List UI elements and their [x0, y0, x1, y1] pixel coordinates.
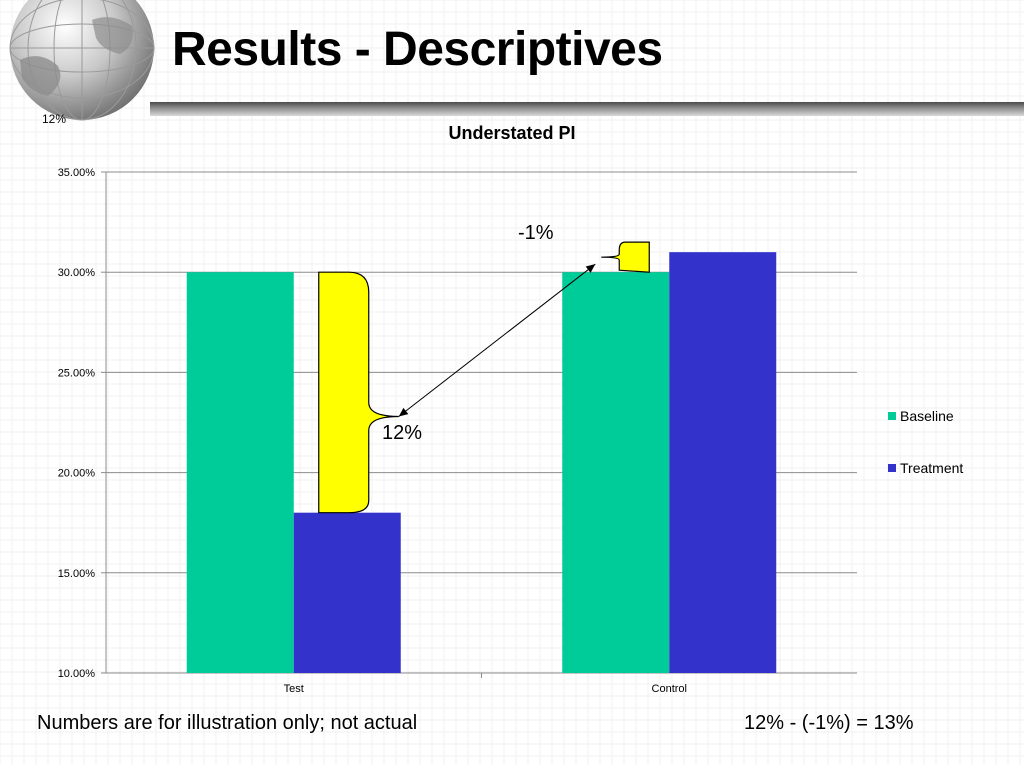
footer-formula: 12% - (-1%) = 13% — [744, 712, 914, 734]
x-tick-label: Test — [284, 683, 304, 695]
legend-item-baseline: Baseline — [888, 407, 963, 425]
y-tick-label: 15.00% — [58, 568, 96, 580]
arrowhead-start — [398, 407, 409, 417]
legend-item-treatment: Treatment — [888, 459, 963, 477]
bar-baseline-test — [186, 272, 294, 673]
arrowhead-end — [585, 264, 596, 273]
control-diff-label: -1% — [518, 222, 554, 244]
legend-swatch-baseline — [888, 412, 896, 420]
control-difference-brace — [601, 241, 650, 273]
y-tick-label: 25.00% — [58, 367, 96, 379]
bar-treatment-test — [293, 512, 401, 673]
legend-swatch-treatment — [888, 464, 896, 472]
bar-baseline-control — [562, 272, 670, 673]
connector-arrow-line — [398, 263, 596, 417]
footer-note: Numbers are for illustration only; not a… — [37, 712, 418, 734]
y-tick-label: 30.00% — [58, 267, 96, 279]
globe-icon — [9, 0, 155, 121]
chart-title: Understated PI — [448, 123, 576, 143]
test-difference-brace — [318, 271, 399, 514]
chart-legend: Baseline Treatment — [888, 407, 963, 477]
legend-label-treatment: Treatment — [900, 460, 964, 476]
y-tick-label: 20.00% — [58, 468, 96, 480]
bar-treatment-control — [669, 252, 777, 673]
corner-label: 12% — [42, 112, 67, 126]
y-tick-label: 35.00% — [58, 167, 96, 179]
title-divider — [150, 102, 1024, 116]
legend-label-baseline: Baseline — [900, 408, 954, 424]
slide-title: Results - Descriptives — [172, 23, 663, 76]
y-tick-label: 10.00% — [58, 668, 96, 680]
x-tick-label: Control — [652, 683, 687, 695]
test-diff-label: 12% — [382, 422, 423, 444]
